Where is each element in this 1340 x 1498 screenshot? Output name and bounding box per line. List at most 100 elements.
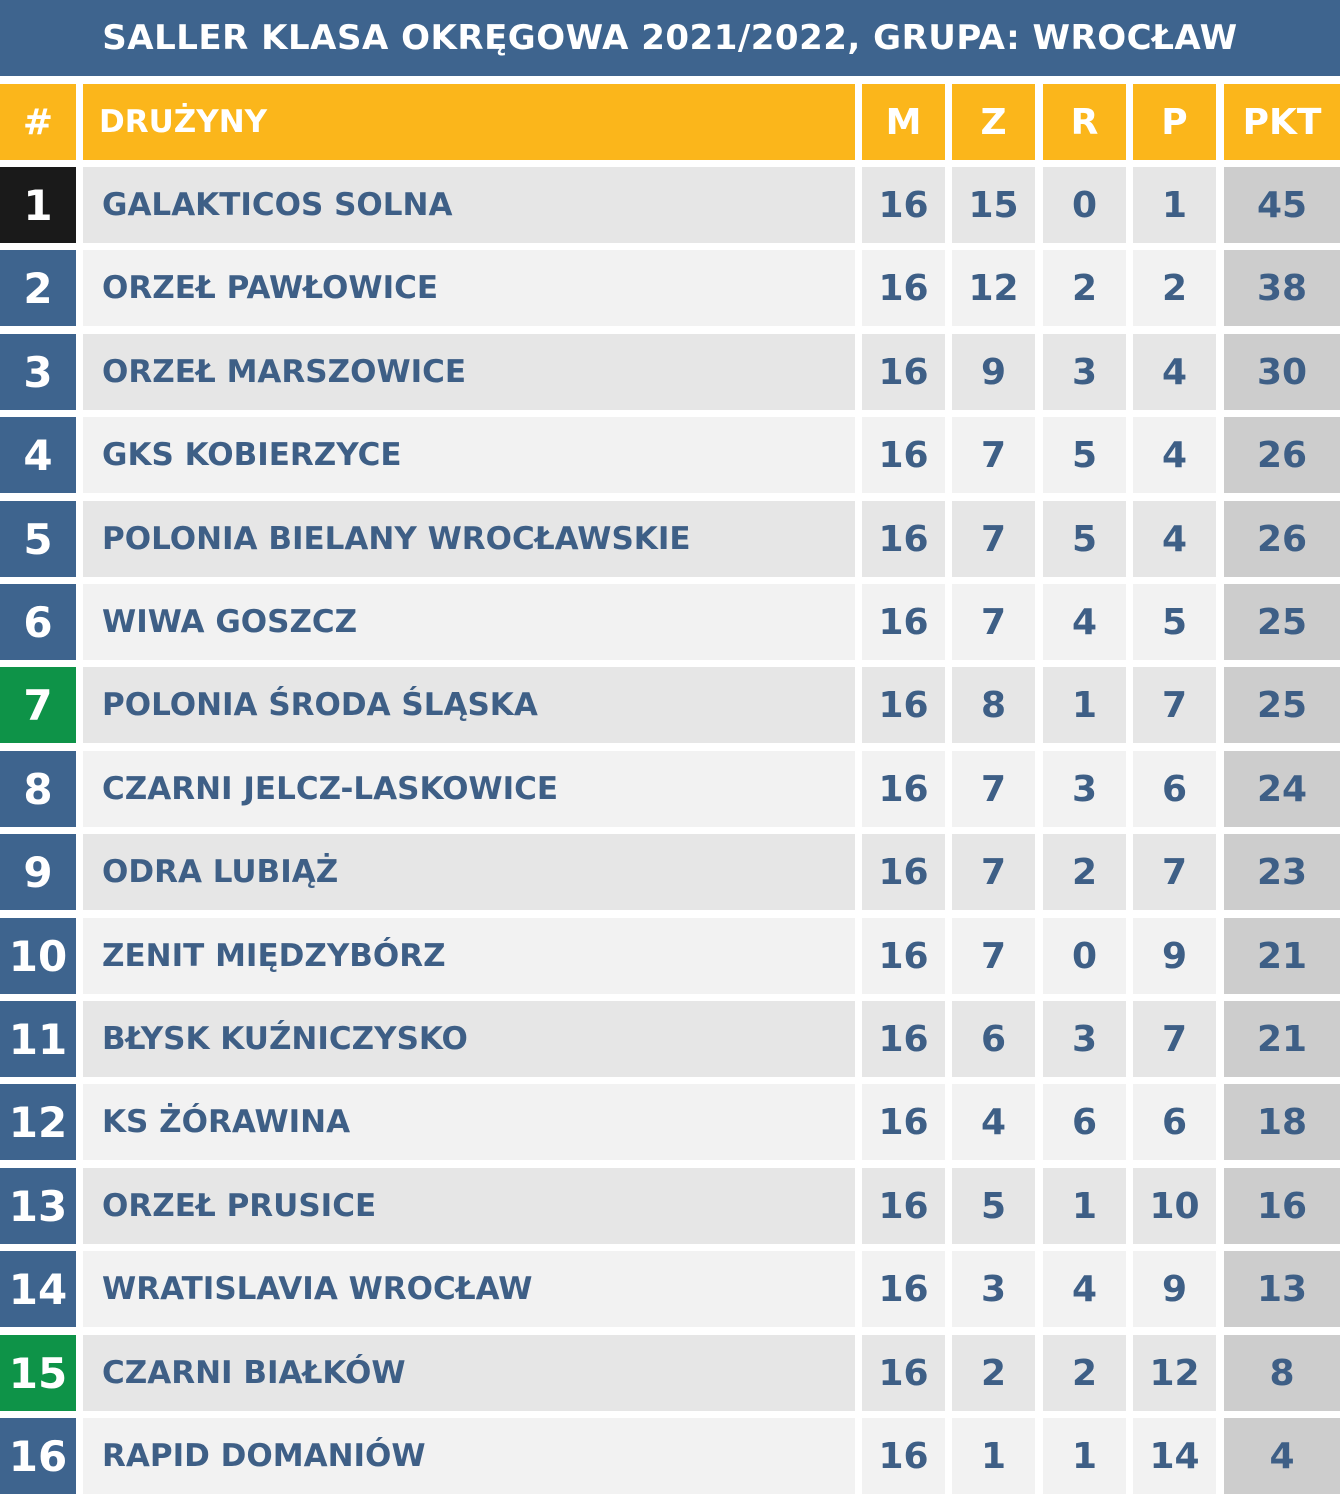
points-cell: 8 [1224,1335,1340,1411]
matches-cell: 16 [862,751,945,827]
draws-cell: 4 [1043,584,1126,660]
losses-cell: 6 [1133,751,1216,827]
wins-cell: 12 [952,250,1035,326]
matches-cell: 16 [862,584,945,660]
rank-cell: 4 [0,417,76,493]
team-name: GKS KOBIERZYCE [83,417,855,493]
points-cell: 23 [1224,834,1340,910]
rank-cell: 7 [0,667,76,743]
losses-cell: 9 [1133,1251,1216,1327]
team-name: CZARNI BIAŁKÓW [83,1335,855,1411]
points-cell: 30 [1224,334,1340,410]
matches-cell: 16 [862,334,945,410]
draws-cell: 2 [1043,250,1126,326]
losses-cell: 9 [1133,918,1216,994]
wins-cell: 3 [952,1251,1035,1327]
draws-cell: 0 [1043,918,1126,994]
team-name: KS ŻÓRAWINA [83,1084,855,1160]
draws-cell: 2 [1043,834,1126,910]
team-name: GALAKTICOS SOLNA [83,167,855,243]
draws-cell: 5 [1043,417,1126,493]
header-team: DRUŻYNY [83,84,855,160]
points-cell: 24 [1224,751,1340,827]
wins-cell: 8 [952,667,1035,743]
draws-cell: 4 [1043,1251,1126,1327]
team-name: ORZEŁ PRUSICE [83,1168,855,1244]
points-cell: 26 [1224,417,1340,493]
wins-cell: 4 [952,1084,1035,1160]
wins-cell: 9 [952,334,1035,410]
points-cell: 45 [1224,167,1340,243]
rank-cell: 13 [0,1168,76,1244]
wins-cell: 7 [952,918,1035,994]
wins-cell: 7 [952,834,1035,910]
wins-cell: 7 [952,501,1035,577]
draws-cell: 6 [1043,1084,1126,1160]
points-cell: 25 [1224,584,1340,660]
rank-cell: 15 [0,1335,76,1411]
team-name: ORZEŁ MARSZOWICE [83,334,855,410]
losses-cell: 7 [1133,834,1216,910]
matches-cell: 16 [862,1084,945,1160]
draws-cell: 3 [1043,751,1126,827]
matches-cell: 16 [862,918,945,994]
team-name: ORZEŁ PAWŁOWICE [83,250,855,326]
header-points: PKT [1224,84,1340,160]
losses-cell: 7 [1133,667,1216,743]
team-name: BŁYSK KUŹNICZYSKO [83,1001,855,1077]
rank-cell: 1 [0,167,76,243]
rank-cell: 5 [0,501,76,577]
matches-cell: 16 [862,250,945,326]
losses-cell: 10 [1133,1168,1216,1244]
team-name: RAPID DOMANIÓW [83,1418,855,1494]
wins-cell: 1 [952,1418,1035,1494]
header-draws: R [1043,84,1126,160]
points-cell: 13 [1224,1251,1340,1327]
team-name: CZARNI JELCZ-LASKOWICE [83,751,855,827]
matches-cell: 16 [862,1418,945,1494]
team-name: ODRA LUBIĄŻ [83,834,855,910]
draws-cell: 0 [1043,167,1126,243]
losses-cell: 4 [1133,501,1216,577]
team-name: WIWA GOSZCZ [83,584,855,660]
losses-cell: 14 [1133,1418,1216,1494]
rank-cell: 6 [0,584,76,660]
draws-cell: 2 [1043,1335,1126,1411]
team-name: POLONIA BIELANY WROCŁAWSKIE [83,501,855,577]
matches-cell: 16 [862,1251,945,1327]
points-cell: 26 [1224,501,1340,577]
points-cell: 25 [1224,667,1340,743]
rank-cell: 3 [0,334,76,410]
header-wins: Z [952,84,1035,160]
rank-cell: 12 [0,1084,76,1160]
matches-cell: 16 [862,667,945,743]
rank-cell: 9 [0,834,76,910]
matches-cell: 16 [862,167,945,243]
team-name: POLONIA ŚRODA ŚLĄSKA [83,667,855,743]
draws-cell: 1 [1043,1168,1126,1244]
matches-cell: 16 [862,417,945,493]
wins-cell: 2 [952,1335,1035,1411]
header-losses: P [1133,84,1216,160]
rank-cell: 2 [0,250,76,326]
losses-cell: 2 [1133,250,1216,326]
header-rank: # [0,84,76,160]
matches-cell: 16 [862,501,945,577]
wins-cell: 7 [952,417,1035,493]
wins-cell: 7 [952,584,1035,660]
points-cell: 21 [1224,918,1340,994]
losses-cell: 5 [1133,584,1216,660]
losses-cell: 7 [1133,1001,1216,1077]
draws-cell: 3 [1043,1001,1126,1077]
matches-cell: 16 [862,1168,945,1244]
points-cell: 38 [1224,250,1340,326]
matches-cell: 16 [862,834,945,910]
points-cell: 21 [1224,1001,1340,1077]
rank-cell: 14 [0,1251,76,1327]
points-cell: 18 [1224,1084,1340,1160]
losses-cell: 4 [1133,334,1216,410]
losses-cell: 4 [1133,417,1216,493]
draws-cell: 1 [1043,1418,1126,1494]
points-cell: 16 [1224,1168,1340,1244]
table-title: SALLER KLASA OKRĘGOWA 2021/2022, GRUPA: … [0,0,1340,76]
